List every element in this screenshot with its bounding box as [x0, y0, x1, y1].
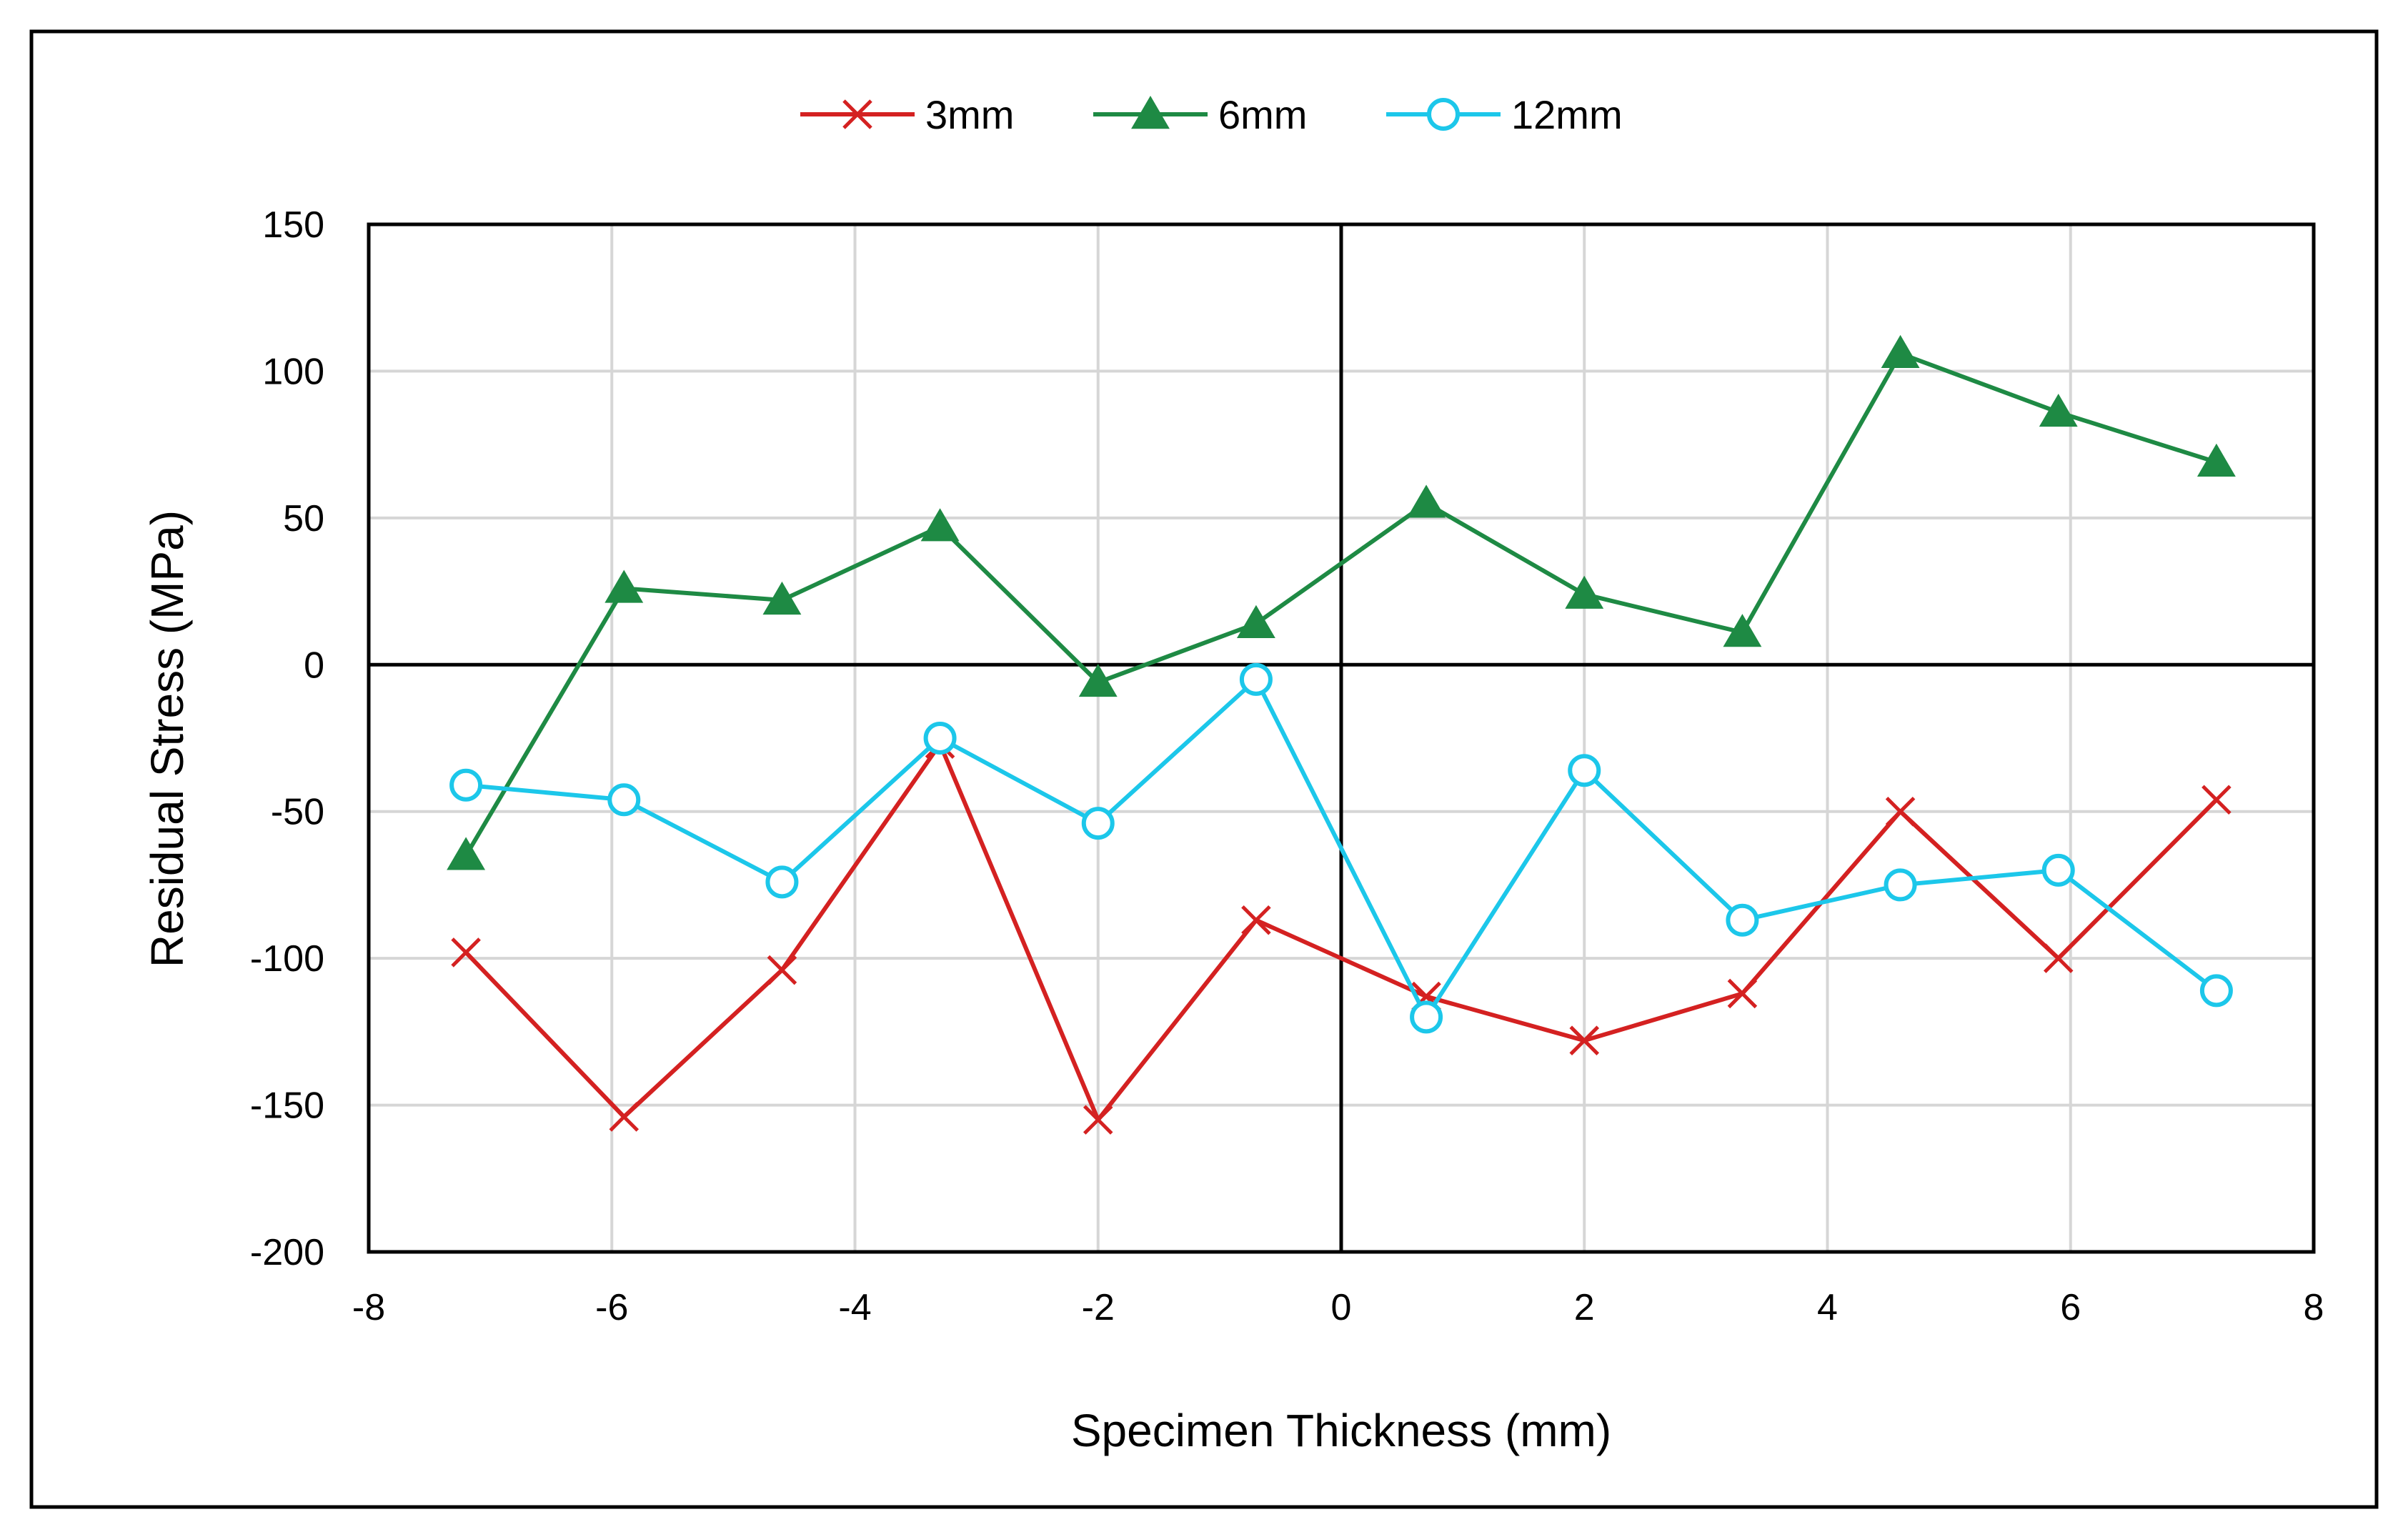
- y-tick-label: -100: [250, 938, 324, 980]
- data-point-6mm: [2039, 393, 2078, 427]
- data-point-12mm: [1410, 1000, 1443, 1034]
- data-point-3mm: [767, 955, 797, 985]
- y-tick-label: 0: [304, 645, 324, 686]
- series-line-3mm: [464, 742, 2219, 1123]
- marker-stroke: [2043, 943, 2074, 973]
- marker-stroke: [1885, 796, 1916, 827]
- data-point-6mm: [447, 837, 486, 870]
- marker-stroke: [2201, 785, 2232, 815]
- y-tick-label: -150: [250, 1085, 324, 1127]
- y-tick-label: -200: [250, 1232, 324, 1273]
- y-tick-label: 50: [283, 498, 324, 539]
- data-point-12mm: [1568, 754, 1601, 787]
- series-3mm: [451, 729, 2232, 1135]
- series-line-6mm: [464, 351, 2217, 857]
- x-tick-label: -8: [352, 1287, 385, 1328]
- data-point-12mm: [1726, 903, 1759, 937]
- data-point-6mm: [920, 508, 960, 542]
- data-point-12mm: [449, 768, 483, 802]
- legend-label-12mm: 12mm: [1511, 92, 1623, 137]
- series-6mm: [447, 334, 2236, 870]
- legend-label-3mm: 3mm: [925, 92, 1014, 137]
- data-point-12mm: [1884, 868, 1917, 902]
- data-point-3mm: [2201, 785, 2232, 815]
- legend-marker-12mm: [1427, 98, 1460, 131]
- x-tick-label: 2: [1574, 1287, 1595, 1328]
- data-point-6mm: [1236, 605, 1275, 638]
- y-tick-label: 100: [262, 351, 324, 392]
- series-line-12mm: [465, 677, 2218, 1020]
- data-point-12mm: [2041, 853, 2075, 887]
- legend-item-3mm: 3mm: [800, 92, 1014, 137]
- legend-item-12mm: 12mm: [1386, 92, 1623, 137]
- y-tick-label: 150: [262, 204, 324, 246]
- data-point-6mm: [1407, 484, 1446, 518]
- data-point-6mm: [1078, 663, 1118, 697]
- marker-stroke: [1083, 1105, 1113, 1135]
- y-axis-title: Residual Stress (MPa): [141, 510, 193, 968]
- marker-stroke: [842, 99, 872, 129]
- x-tick-label: -4: [838, 1287, 871, 1328]
- legend-marker-6mm: [1131, 96, 1170, 129]
- tick-labels: -8 -6 -4 -2 0 2 4 6 8 150 100 50 0 -50 -100 -150 -200: [250, 204, 2324, 1328]
- data-point-3mm: [1885, 796, 1916, 827]
- legend-marker-3mm: [842, 99, 872, 129]
- data-point-6mm: [605, 569, 644, 603]
- data-point-12mm: [1239, 662, 1273, 696]
- outer-border: [29, 29, 2379, 1509]
- data-point-12mm: [1081, 807, 1115, 840]
- data-point-6mm: [1723, 614, 1762, 647]
- legend-item-6mm: 6mm: [1093, 92, 1307, 137]
- data-point-12mm: [607, 783, 641, 817]
- y-tick-label: -50: [271, 792, 324, 833]
- series-12mm: [449, 662, 2233, 1034]
- data-point-12mm: [765, 865, 799, 899]
- data-point-6mm: [1565, 575, 1604, 609]
- x-tick-label: -6: [595, 1287, 628, 1328]
- marker-stroke: [451, 937, 481, 968]
- legend: 3mm 6mm 12mm: [800, 92, 1623, 137]
- data-point-3mm: [609, 1102, 640, 1132]
- data-point-6mm: [762, 581, 802, 615]
- data-point-3mm: [2043, 943, 2074, 973]
- marker-stroke: [1241, 905, 1271, 935]
- axis-lines: [369, 224, 2314, 1252]
- x-axis-title: Specimen Thickness (mm): [1071, 1405, 1611, 1456]
- data-point-3mm: [1083, 1105, 1113, 1135]
- x-tick-label: 4: [1817, 1287, 1838, 1328]
- data-point-12mm: [2199, 974, 2233, 1008]
- x-tick-label: 0: [1331, 1287, 1352, 1328]
- legend-label-6mm: 6mm: [1218, 92, 1307, 137]
- x-tick-label: -2: [1082, 1287, 1115, 1328]
- marker-stroke: [767, 955, 797, 985]
- data-point-3mm: [1569, 1025, 1600, 1055]
- series-layer: [447, 334, 2236, 1135]
- x-tick-label: 6: [2060, 1287, 2081, 1328]
- plot-area-border: [367, 222, 2316, 1254]
- data-point-6mm: [2196, 443, 2236, 477]
- marker-stroke: [1569, 1025, 1600, 1055]
- marker-stroke: [609, 1102, 640, 1132]
- marker-stroke: [1727, 978, 1758, 1009]
- x-tick-label: 8: [2304, 1287, 2324, 1328]
- data-point-6mm: [1881, 334, 1920, 368]
- data-point-3mm: [1241, 905, 1271, 935]
- data-point-12mm: [923, 722, 957, 755]
- data-point-3mm: [451, 937, 481, 968]
- data-point-3mm: [1727, 978, 1758, 1009]
